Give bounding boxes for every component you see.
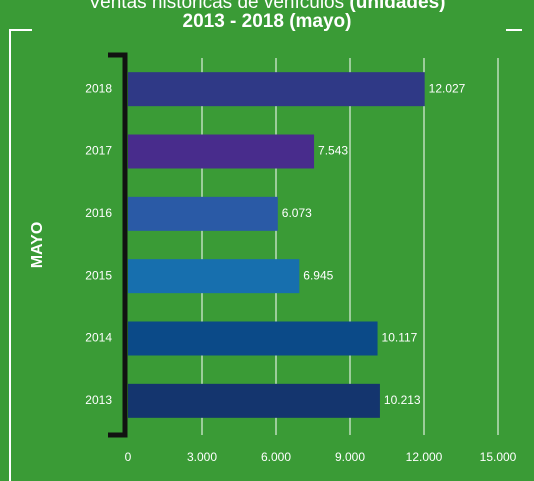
x-tick-label: 6.000 — [261, 450, 291, 464]
value-label: 12.027 — [429, 81, 466, 95]
y-tick-label: 2015 — [85, 268, 112, 282]
value-label: 6.945 — [303, 268, 333, 282]
y-tick-label: 2018 — [85, 81, 112, 95]
bar — [128, 383, 380, 418]
bracket — [108, 52, 128, 438]
value-label: 10.117 — [382, 331, 418, 345]
value-label: 7.543 — [318, 144, 348, 158]
x-tick-label: 0 — [125, 450, 132, 464]
value-label: 10.213 — [384, 393, 421, 407]
x-tick-label: 12.000 — [406, 450, 443, 464]
y-tick-label: 2014 — [85, 331, 112, 345]
title-emphasis: (unidades) — [349, 0, 445, 13]
y-tick-label: 2016 — [85, 206, 112, 220]
y-tick-label: 2017 — [85, 144, 112, 158]
x-tick-label: 15.000 — [480, 450, 517, 464]
bar — [128, 196, 278, 231]
chart-title: Ventas históricas de vehículos (unidades… — [89, 0, 446, 13]
bar — [128, 134, 315, 169]
x-tick-label: 9.000 — [335, 450, 365, 464]
y-axis-label: MAYO — [29, 222, 46, 269]
y-tick-label: 2013 — [85, 393, 112, 407]
x-tick-label: 3.000 — [187, 450, 217, 464]
bar — [128, 321, 378, 356]
title-text: Ventas históricas de vehículos — [89, 0, 345, 13]
subtitle: 2013 - 2018 (mayo) — [183, 11, 352, 32]
bar — [128, 72, 425, 107]
bar — [128, 259, 300, 294]
value-label: 6.073 — [282, 206, 312, 220]
frame — [9, 29, 32, 481]
